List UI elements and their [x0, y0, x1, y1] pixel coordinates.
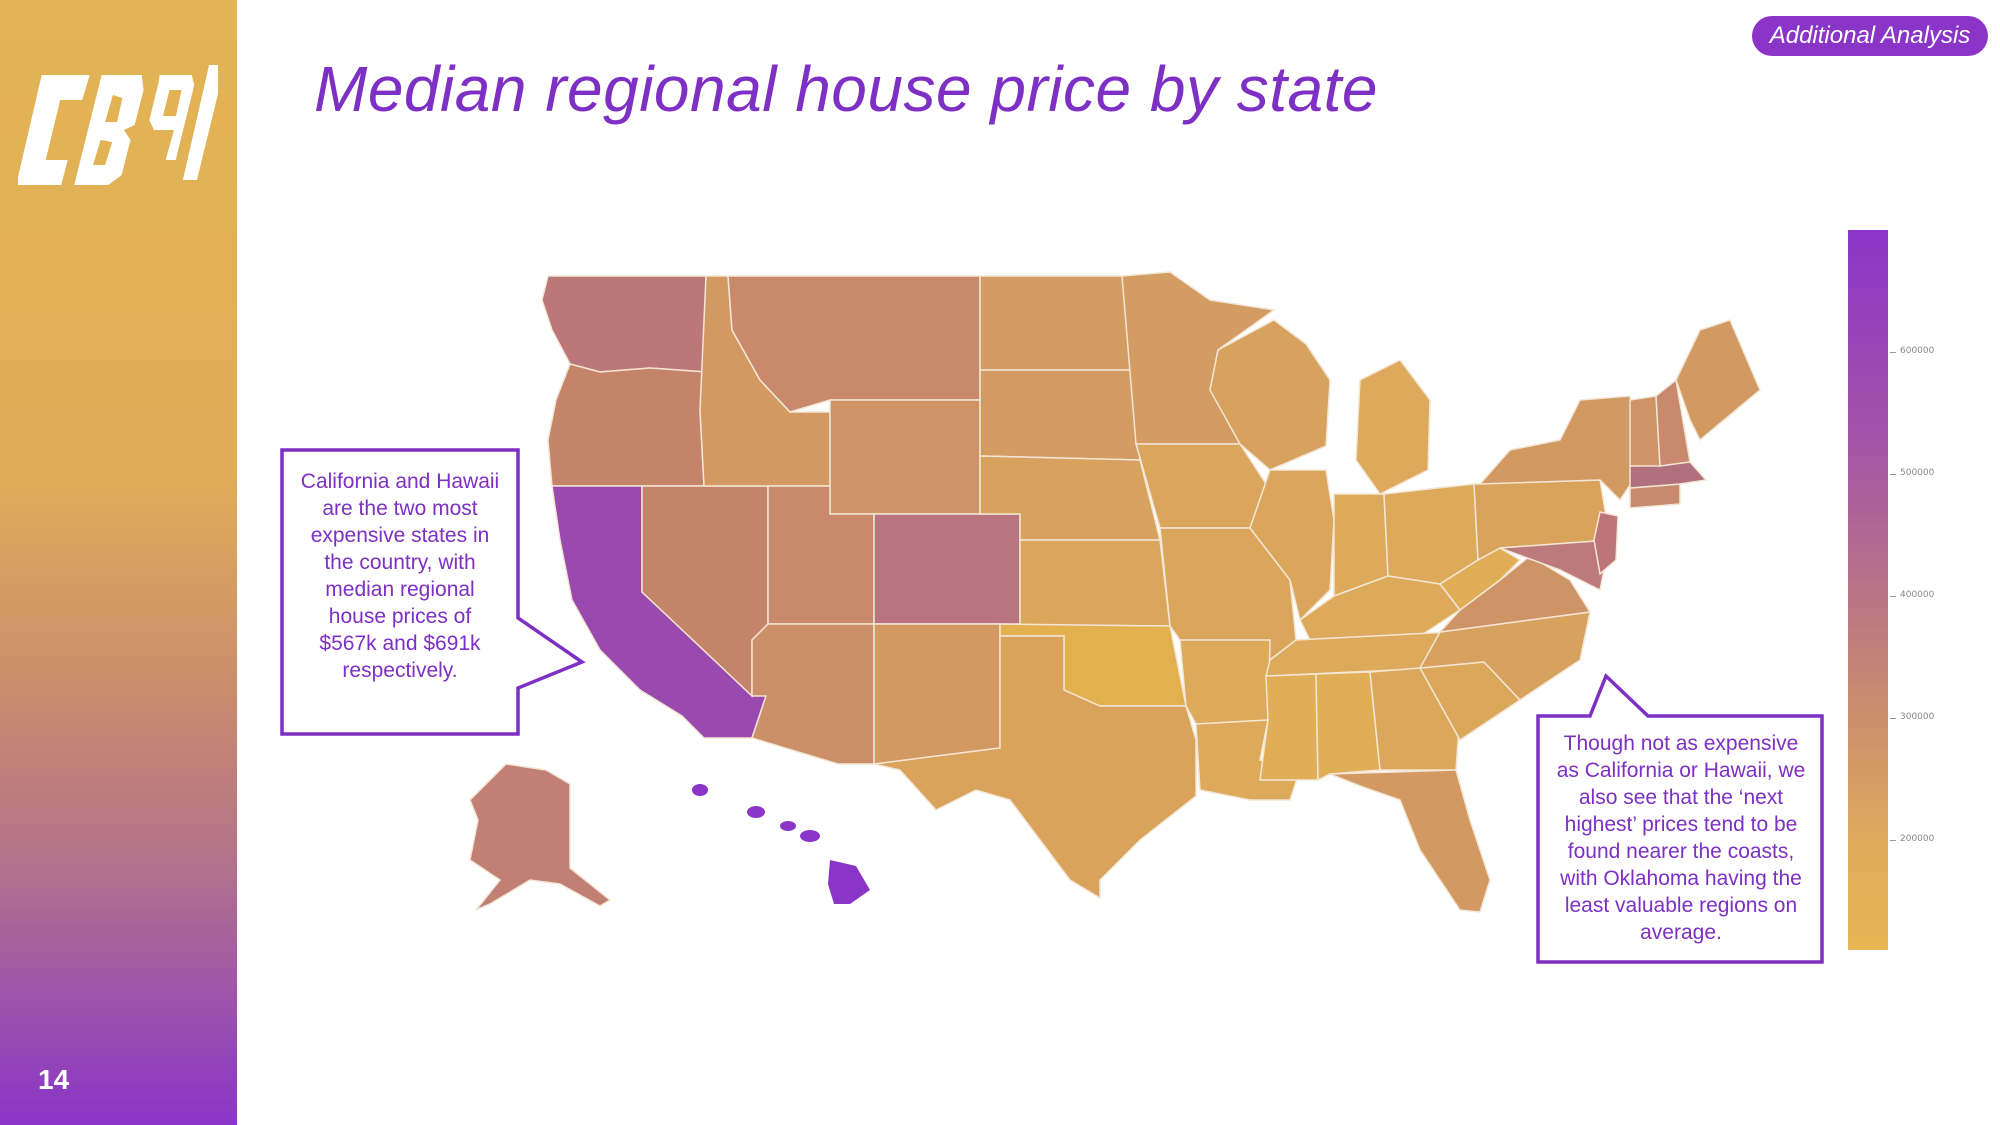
state-new-jersey — [1593, 511, 1619, 576]
color-scale-tick-label: 500000 — [1900, 468, 1935, 479]
state-texas — [873, 635, 1197, 900]
color-scale-tick — [1890, 840, 1896, 842]
state-new-mexico — [873, 623, 1001, 765]
page-number: 14 — [38, 1064, 70, 1095]
color-scale-tick — [1890, 352, 1896, 354]
color-scale-bar — [1848, 230, 1888, 950]
state-colorado — [873, 513, 1021, 625]
state-arkansas — [1179, 639, 1271, 725]
state-florida — [1329, 769, 1491, 913]
color-scale-tick-label: 600000 — [1900, 346, 1935, 357]
state-michigan — [1355, 359, 1431, 495]
state-maine — [1675, 319, 1761, 442]
state-oregon — [547, 363, 707, 487]
state-wisconsin — [1209, 319, 1331, 471]
left-callout-text: California and Hawaii are the two most e… — [300, 470, 500, 682]
state-alaska — [469, 763, 612, 911]
state-alabama — [1315, 671, 1381, 782]
state-kansas — [1019, 539, 1171, 627]
left-callout-box — [280, 448, 586, 736]
color-scale-tick — [1890, 718, 1896, 720]
state-illinois — [1249, 469, 1335, 622]
state-new-hampshire — [1655, 378, 1691, 467]
state-washington — [541, 275, 707, 373]
right-callout-box — [1536, 672, 1824, 964]
slide-title: Median regional house price by state — [314, 53, 1378, 125]
state-maryland — [1499, 539, 1611, 592]
additional-analysis-badge: Additional Analysis — [1752, 16, 1988, 56]
state-iowa — [1135, 443, 1271, 529]
state-vermont — [1629, 395, 1661, 467]
cb91-logo — [18, 65, 218, 185]
state-north-dakota — [979, 275, 1137, 371]
color-scale-tick-label: 200000 — [1900, 834, 1935, 845]
sidebar: 14 — [0, 0, 237, 1125]
state-south-dakota — [979, 369, 1141, 461]
state-hawaii — [692, 784, 870, 904]
state-wyoming — [829, 399, 981, 515]
state-arizona — [751, 623, 875, 765]
color-scale-tick — [1890, 596, 1896, 598]
state-mississippi — [1259, 673, 1319, 781]
color-scale-tick-label: 400000 — [1900, 590, 1935, 601]
right-callout-text: Though not as expensive as California or… — [1556, 732, 1806, 944]
color-scale-tick — [1890, 474, 1896, 476]
color-scale-tick-label: 300000 — [1900, 712, 1935, 723]
